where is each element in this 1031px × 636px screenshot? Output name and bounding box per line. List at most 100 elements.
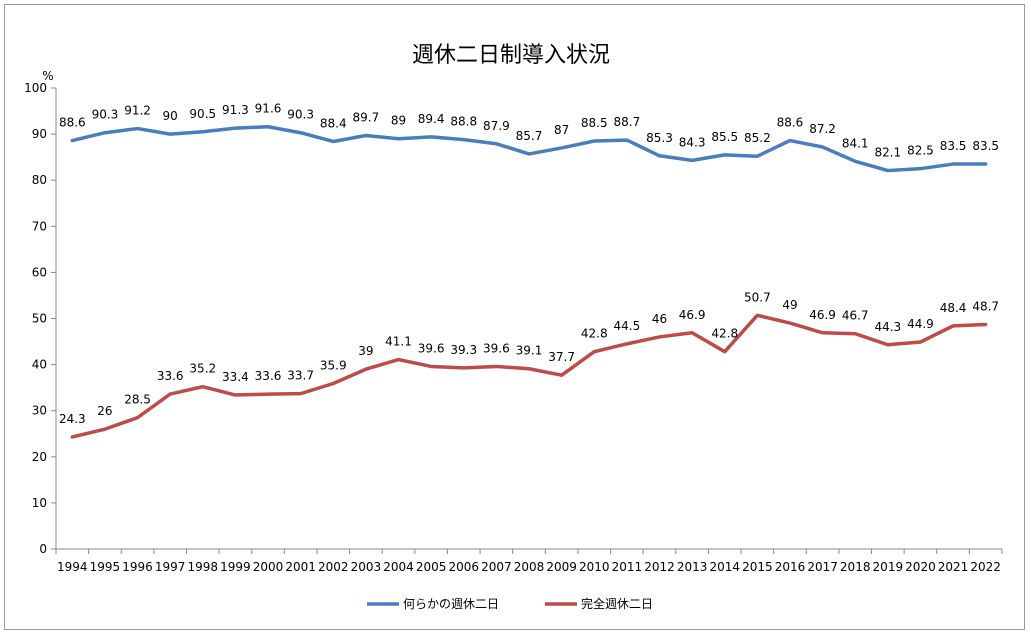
data-label: 50.7 [744, 290, 771, 304]
data-labels-layer: 88.6 90.3 91.2 90 90.5 91.3 91.6 90.3 88.4 89.7 89… [59, 102, 999, 426]
legend: 何らかの週休二日 完全週休二日 [367, 596, 653, 611]
data-point [267, 125, 270, 128]
y-axis-unit-label: % [42, 69, 53, 83]
data-label: 46.9 [809, 308, 836, 322]
data-label: 24.3 [59, 412, 86, 426]
data-point [462, 138, 465, 141]
data-label: 35.2 [189, 362, 216, 376]
y-tick-label: 80 [32, 173, 47, 187]
data-label: 28.5 [124, 393, 151, 407]
legend-label: 何らかの週休二日 [403, 597, 499, 611]
data-point [169, 393, 172, 396]
data-label: 88.7 [614, 115, 641, 129]
x-tick-label: 2017 [807, 560, 838, 574]
x-tick-label: 2006 [448, 560, 479, 574]
data-point [495, 142, 498, 145]
data-label: 87.2 [809, 122, 836, 136]
data-label: 85.2 [744, 131, 771, 145]
data-point [430, 365, 433, 368]
x-tick-label: 1999 [220, 560, 251, 574]
data-label: 35.9 [320, 359, 347, 373]
data-point [788, 139, 791, 142]
data-point [528, 367, 531, 370]
data-point [299, 131, 302, 134]
data-point [364, 134, 367, 137]
data-point [886, 169, 889, 172]
data-point [234, 127, 237, 130]
data-label: 33.6 [157, 369, 184, 383]
data-point [593, 140, 596, 143]
data-label: 33.4 [222, 370, 249, 384]
data-point [103, 428, 106, 431]
x-tick-label: 1996 [122, 560, 153, 574]
data-point [658, 154, 661, 157]
data-point [495, 365, 498, 368]
data-point [821, 146, 824, 149]
series-line-2 [70, 313, 988, 439]
y-tick-label: 40 [32, 358, 47, 372]
data-point [397, 358, 400, 361]
x-tick-label: 2013 [677, 560, 708, 574]
data-point [136, 416, 139, 419]
data-point [103, 131, 106, 134]
data-label: 26 [97, 404, 112, 418]
x-tick-label: 2015 [742, 560, 773, 574]
data-label: 44.9 [907, 317, 934, 331]
data-label: 87.9 [483, 119, 510, 133]
data-label: 89.7 [353, 110, 380, 124]
data-label: 85.7 [516, 129, 543, 143]
data-point [919, 167, 922, 170]
x-tick-label: 1998 [188, 560, 219, 574]
data-point [136, 127, 139, 130]
data-label: 89.4 [418, 112, 445, 126]
data-point [169, 133, 172, 136]
x-tick-label: 1997 [155, 560, 186, 574]
data-label: 90 [163, 109, 178, 123]
chart-frame: 週休二日制導入状況 % 0 10 20 30 40 50 60 70 80 90 100 1994 19… [4, 4, 1025, 630]
x-tick-label: 2019 [873, 560, 904, 574]
data-label: 84.3 [679, 135, 706, 149]
x-tick-label: 1995 [90, 560, 121, 574]
data-point [919, 341, 922, 344]
data-point [364, 368, 367, 371]
data-point [299, 392, 302, 395]
data-label: 48.4 [940, 301, 967, 315]
data-label: 88.6 [777, 116, 804, 130]
x-tick-label: 2008 [514, 560, 545, 574]
x-tick-label: 2000 [253, 560, 284, 574]
data-label: 91.6 [255, 102, 282, 116]
data-point [71, 435, 74, 438]
chart-title: 週休二日制導入状況 [412, 43, 610, 68]
data-label: 39.6 [483, 341, 510, 355]
data-label: 88.6 [59, 116, 86, 130]
data-point [71, 139, 74, 142]
x-tick-label: 2018 [840, 560, 871, 574]
y-tick-label: 30 [32, 404, 47, 418]
data-label: 46 [652, 312, 667, 326]
x-tick-label: 2009 [546, 560, 577, 574]
data-point [756, 314, 759, 317]
data-label: 33.7 [287, 369, 314, 383]
data-label: 91.2 [124, 104, 151, 118]
data-point [854, 160, 857, 163]
x-tick-label: 2020 [905, 560, 936, 574]
data-point [528, 152, 531, 155]
x-tick-label: 2001 [285, 560, 316, 574]
data-label: 49 [782, 298, 797, 312]
x-tick-label: 2022 [970, 560, 1001, 574]
data-label: 46.9 [679, 308, 706, 322]
data-label: 85.5 [711, 130, 738, 144]
y-tick-label: 60 [32, 265, 47, 279]
x-tick-label: 2014 [709, 560, 740, 574]
data-point [560, 374, 563, 377]
data-label: 82.1 [874, 146, 901, 160]
data-label: 37.7 [548, 350, 575, 364]
data-label: 82.5 [907, 144, 934, 158]
data-label: 46.7 [842, 309, 869, 323]
y-tick-label: 50 [32, 312, 47, 326]
data-point [788, 322, 791, 325]
x-tick-label: 2003 [351, 560, 382, 574]
series-line-1 [70, 124, 988, 173]
data-point [854, 332, 857, 335]
y-tick-label: 70 [32, 219, 47, 233]
